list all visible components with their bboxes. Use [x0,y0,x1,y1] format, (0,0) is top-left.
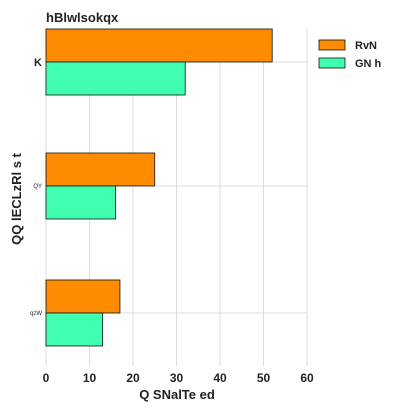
x-tick-label: 0 [43,371,50,385]
bar-rvn-k [45,28,273,63]
legend-label: GN h [355,58,382,70]
bar-rvn-qzw [45,279,121,314]
x-tick-label: 50 [257,371,271,385]
y-tick-label: qzW [30,311,42,317]
x-tick-label: 30 [170,371,184,385]
bar-gn-h-qy [45,185,116,220]
bar-gn-h-qzw [45,312,103,347]
legend-label: RvN [355,40,377,52]
y-tick-labels: K QY qzW [30,57,42,317]
bar-rvn-qy [45,152,156,187]
y-tick-label: K [34,57,42,69]
x-tick-label: 20 [126,371,140,385]
x-axis-label: Q SNalTe ed [139,387,215,402]
x-tick-label: 10 [83,371,97,385]
legend-swatch [318,39,346,51]
x-tick-label: 40 [213,371,227,385]
chart-title: hBlwlsokqx [46,10,119,25]
y-tick-label: QY [33,184,42,190]
y-axis-label: QQ lECLzRl s t [9,152,24,244]
x-tick-label: 60 [300,371,314,385]
legend-swatch [318,57,346,69]
x-tick-labels: 0 10 20 30 40 50 60 [43,371,314,385]
bars [45,28,273,347]
bar-gn-h-k [45,61,186,96]
legend: RvN GN h [318,39,382,70]
